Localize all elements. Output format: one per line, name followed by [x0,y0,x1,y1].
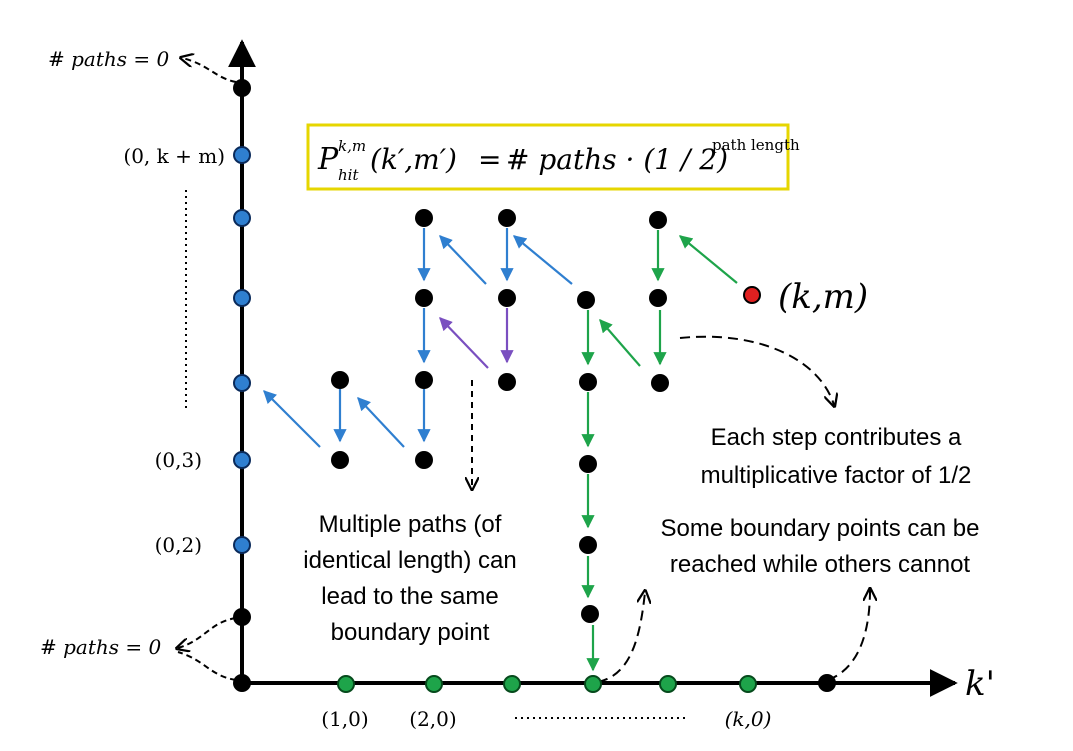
each-step-annotation: Each step contributes a multiplicative f… [701,424,972,489]
svg-text:lead to the same: lead to the same [321,583,498,610]
target-label: (k,m) [778,277,868,317]
green-arrows [581,230,738,672]
y-axis-point-blue [233,146,251,164]
x-axis-point-green [503,675,521,693]
paths-zero-bottom-label: # paths = 0 [40,635,161,659]
svg-text:multiplicative factor of 1/2: multiplicative factor of 1/2 [701,462,972,489]
x-axis-point-green [659,675,677,693]
y-label-two: (0,2) [155,533,202,557]
paths-zero-top-arrow [182,58,237,83]
x-label-k: (k,0) [725,707,772,731]
x-label-one: (1,0) [321,707,368,731]
svg-text:identical length) can: identical length) can [303,547,516,574]
y-label-top: (0, k + m) [123,144,225,168]
formula-rhs: # paths · (1 / 2) [506,143,728,176]
x-axis-point-green [584,675,602,693]
y-axis-point-bottom-black [233,608,251,626]
y-label-three: (0,3) [155,448,202,472]
x-axis-point-green [739,675,757,693]
origin-point [233,674,251,692]
lattice-points [331,209,669,623]
x-axis-point-green [425,675,443,693]
svg-text:boundary point: boundary point [331,619,490,646]
y-axis-point-blue [233,536,251,554]
paths-zero-bottom-arrow-2 [177,651,237,681]
x-axis-label: k' [965,664,995,704]
y-axis-point-top-black [233,79,251,97]
paths-zero-bottom-arrow [178,617,237,648]
formula-lhs-sub: hit [338,166,359,184]
formula-box [306,123,790,191]
formula-lhs-sup: k,m [338,137,366,155]
x-axis-point-green [337,675,355,693]
multiple-paths-annotation: Multiple paths (of identical length) can… [303,511,516,646]
y-axis-point-blue [233,374,251,392]
blue-arrows [263,228,573,448]
x-axis-point-end-black [818,674,836,692]
paths-zero-top-label: # paths = 0 [48,47,169,71]
x-label-two: (2,0) [409,707,456,731]
target-point [743,286,761,304]
some-boundary-annotation: Some boundary points can be reached whil… [661,515,980,578]
y-axis-point-blue [233,289,251,307]
y-axis-point-blue [233,451,251,469]
svg-text:Multiple paths (of: Multiple paths (of [319,511,502,538]
formula-rhs-sup: path length [712,136,800,154]
svg-text:Some boundary points can be: Some boundary points can be [661,515,980,542]
formula-equals: = [478,143,501,176]
some-boundary-pointer-left [597,592,645,683]
formula-lhs-args: (k′,m′) [370,143,457,176]
each-step-pointer [679,335,834,405]
some-boundary-pointer-right [827,590,870,681]
svg-text:Each step contributes a: Each step contributes a [711,424,962,451]
svg-text:reached while others cannot: reached while others cannot [670,551,971,578]
formula-lhs: P [317,142,339,177]
y-axis-point-blue [233,209,251,227]
purple-arrows [439,308,514,369]
